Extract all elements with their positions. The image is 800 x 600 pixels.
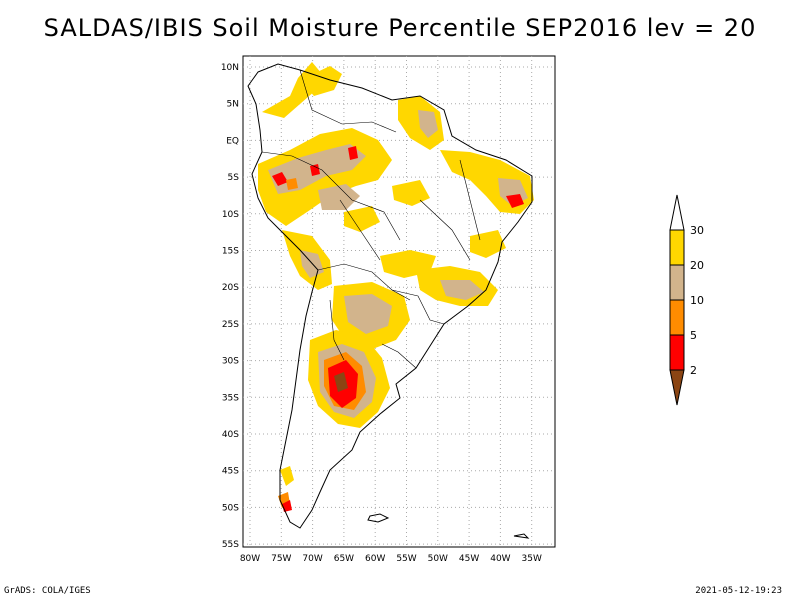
patch-orange: [286, 178, 298, 190]
colorbar-label: 5: [690, 329, 697, 342]
patch-yellow: [392, 180, 430, 206]
patch-yellow: [344, 206, 380, 232]
anomaly-patches: [258, 62, 534, 512]
lat-tick-label: 30S: [222, 357, 239, 367]
falkland-islands: [367, 513, 390, 523]
lat-tick-label: 50S: [222, 503, 239, 513]
lon-tick-label: 75W: [271, 554, 291, 564]
lat-tick-label: EQ: [226, 136, 239, 146]
colorbar-label: 2: [690, 364, 697, 377]
lat-tick-label: 55S: [222, 540, 239, 550]
patch-red: [272, 172, 288, 186]
country-borders: [261, 69, 481, 369]
patch-red: [506, 194, 524, 208]
patch-tan: [440, 280, 484, 300]
colorbar-segment: [669, 264, 685, 301]
colorbar-segment: [669, 229, 685, 266]
lat-tick-label: 15S: [222, 247, 239, 257]
lat-tick-label: 5N: [227, 100, 239, 110]
lon-tick-label: 35W: [522, 554, 542, 564]
lat-tick-label: 10N: [221, 63, 239, 73]
lat-tick-label: 35S: [222, 393, 239, 403]
patch-red: [310, 164, 320, 176]
patch-yellow: [262, 62, 322, 118]
lat-tick-label: 10S: [222, 210, 239, 220]
south-america-outline: [247, 63, 533, 529]
patch-tan: [344, 294, 392, 334]
colorbar-label: 20: [690, 259, 704, 272]
lat-tick-label: 25S: [222, 320, 239, 330]
lat-tick-label: 45S: [222, 467, 239, 477]
footer-credit: GrADS: COLA/IGES: [4, 586, 91, 596]
colorbar-segment: [669, 334, 685, 371]
patch-yellow: [300, 66, 342, 96]
lon-tick-label: 60W: [365, 554, 385, 564]
colorbar-label: 30: [690, 224, 704, 237]
patch-tan: [418, 110, 438, 138]
lat-tick-label: 5S: [228, 173, 240, 183]
lon-tick-label: 55W: [396, 554, 416, 564]
map-title: SALDAS/IBIS Soil Moisture Percentile SEP…: [43, 14, 757, 42]
colorbar-bottom-arrow: [669, 369, 685, 406]
footer-timestamp: 2021-05-12-19:23: [695, 586, 782, 596]
colorbar-segment: [669, 299, 685, 336]
lat-tick-label: 40S: [222, 430, 239, 440]
patch-yellow: [280, 466, 294, 486]
patch-brown: [334, 372, 348, 392]
lon-tick-label: 40W: [490, 554, 510, 564]
patch-red: [348, 146, 358, 160]
colorbar-label: 10: [690, 294, 704, 307]
patch-yellow: [470, 230, 506, 258]
lon-tick-label: 65W: [334, 554, 354, 564]
map-frame: [242, 55, 556, 548]
colorbar-top-arrow: [669, 194, 685, 231]
colorbar: 30 20 10 5 2: [669, 194, 704, 406]
lon-tick-label: 50W: [428, 554, 448, 564]
patch-tan: [318, 184, 360, 210]
south-georgia: [513, 533, 530, 539]
lon-tick-label: 70W: [302, 554, 322, 564]
lat-tick-label: 20S: [222, 283, 239, 293]
lon-tick-label: 80W: [240, 554, 260, 564]
lon-tick-label: 45W: [459, 554, 479, 564]
